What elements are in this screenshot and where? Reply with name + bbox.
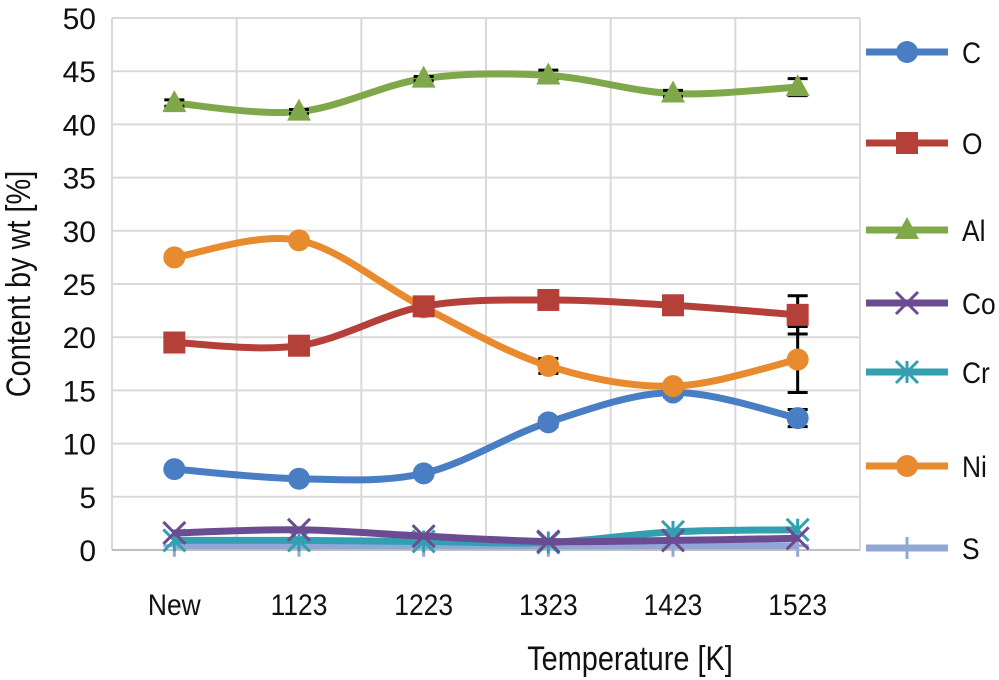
y-tick-label: 10 [63,429,96,462]
y-tick-labels: 0 5 10 15 20 25 30 35 40 45 50 [63,3,96,568]
data-point [412,462,435,485]
data-point [786,348,809,371]
legend-label: S [962,531,980,565]
legend-item-C: C [866,35,981,69]
series-line [174,70,798,117]
data-point [661,80,685,103]
data-point [660,528,686,553]
series-line [174,296,798,352]
data-point [786,407,809,430]
gridlines [111,17,861,551]
data-point [287,98,311,121]
data-point [662,294,684,317]
legend-marker [896,455,918,477]
legend-marker [896,132,918,154]
series-line [174,526,798,546]
legend-marker [895,217,919,239]
y-tick-label: 20 [63,322,96,355]
legend-label: C [962,35,981,69]
data-point [288,334,310,357]
x-tick-label: 1123 [271,587,328,621]
y-tick-label: 0 [79,535,96,568]
y-tick-label: 5 [79,482,96,515]
data-point [163,331,186,354]
data-point [163,246,186,269]
legend-item-S: S [866,531,980,565]
legend-label: Ni [962,449,987,483]
y-tick-label: 15 [63,375,96,408]
x-tick-labels: New 1123 1223 1323 1423 1523 [148,587,827,621]
series-group [162,62,810,557]
data-point [411,65,436,88]
data-point [785,74,810,97]
legend-marker [896,537,918,559]
y-tick-label: 35 [63,163,96,196]
data-point [786,303,809,326]
data-point [662,375,684,398]
legend-marker [894,359,920,385]
y-tick-label: 45 [63,56,96,89]
x-tick-label: 1223 [394,587,453,621]
series-Co [162,517,810,554]
data-point [163,458,186,481]
legend-label: Cr [962,355,990,389]
legend-item-O: O [866,126,983,160]
series-Al [162,62,810,121]
y-tick-label: 40 [63,109,96,142]
data-point [537,288,560,311]
legend-item-Ni: Ni [866,449,987,483]
x-axis-label: Temperature [K] [527,639,733,678]
series-Ni [163,229,809,398]
data-point [411,524,436,549]
series-O [163,288,809,357]
legend-label: Al [962,213,985,247]
y-tick-label: 30 [63,216,96,249]
legend-item-Al: Al [866,213,985,247]
y-axis-label: Content by wt [%] [0,171,38,397]
data-point [162,90,187,113]
x-tick-label: 1423 [644,587,703,621]
legend-marker [896,41,918,63]
x-tick-label: New [148,587,201,621]
y-tick-label: 25 [63,269,96,302]
data-point [785,526,810,551]
y-tick-label: 50 [63,3,96,36]
data-point [537,354,560,377]
series-line [174,389,799,484]
legend-label: O [962,126,983,160]
data-point [288,467,310,490]
x-tick-label: 1323 [519,587,578,621]
legend-item-Cr: Cr [866,355,990,389]
x-tick-label: 1523 [768,587,827,621]
data-point [286,517,312,542]
legend-item-Co: Co [866,286,996,320]
legend: C O Al Co Cr Ni S [866,35,996,565]
legend-marker [894,290,920,316]
data-point [537,411,560,434]
data-point [536,529,561,554]
data-point [288,229,310,252]
series-line [173,235,799,390]
legend-label: Co [962,286,996,320]
data-point [162,520,187,546]
data-point [536,62,561,85]
data-point [412,295,435,318]
